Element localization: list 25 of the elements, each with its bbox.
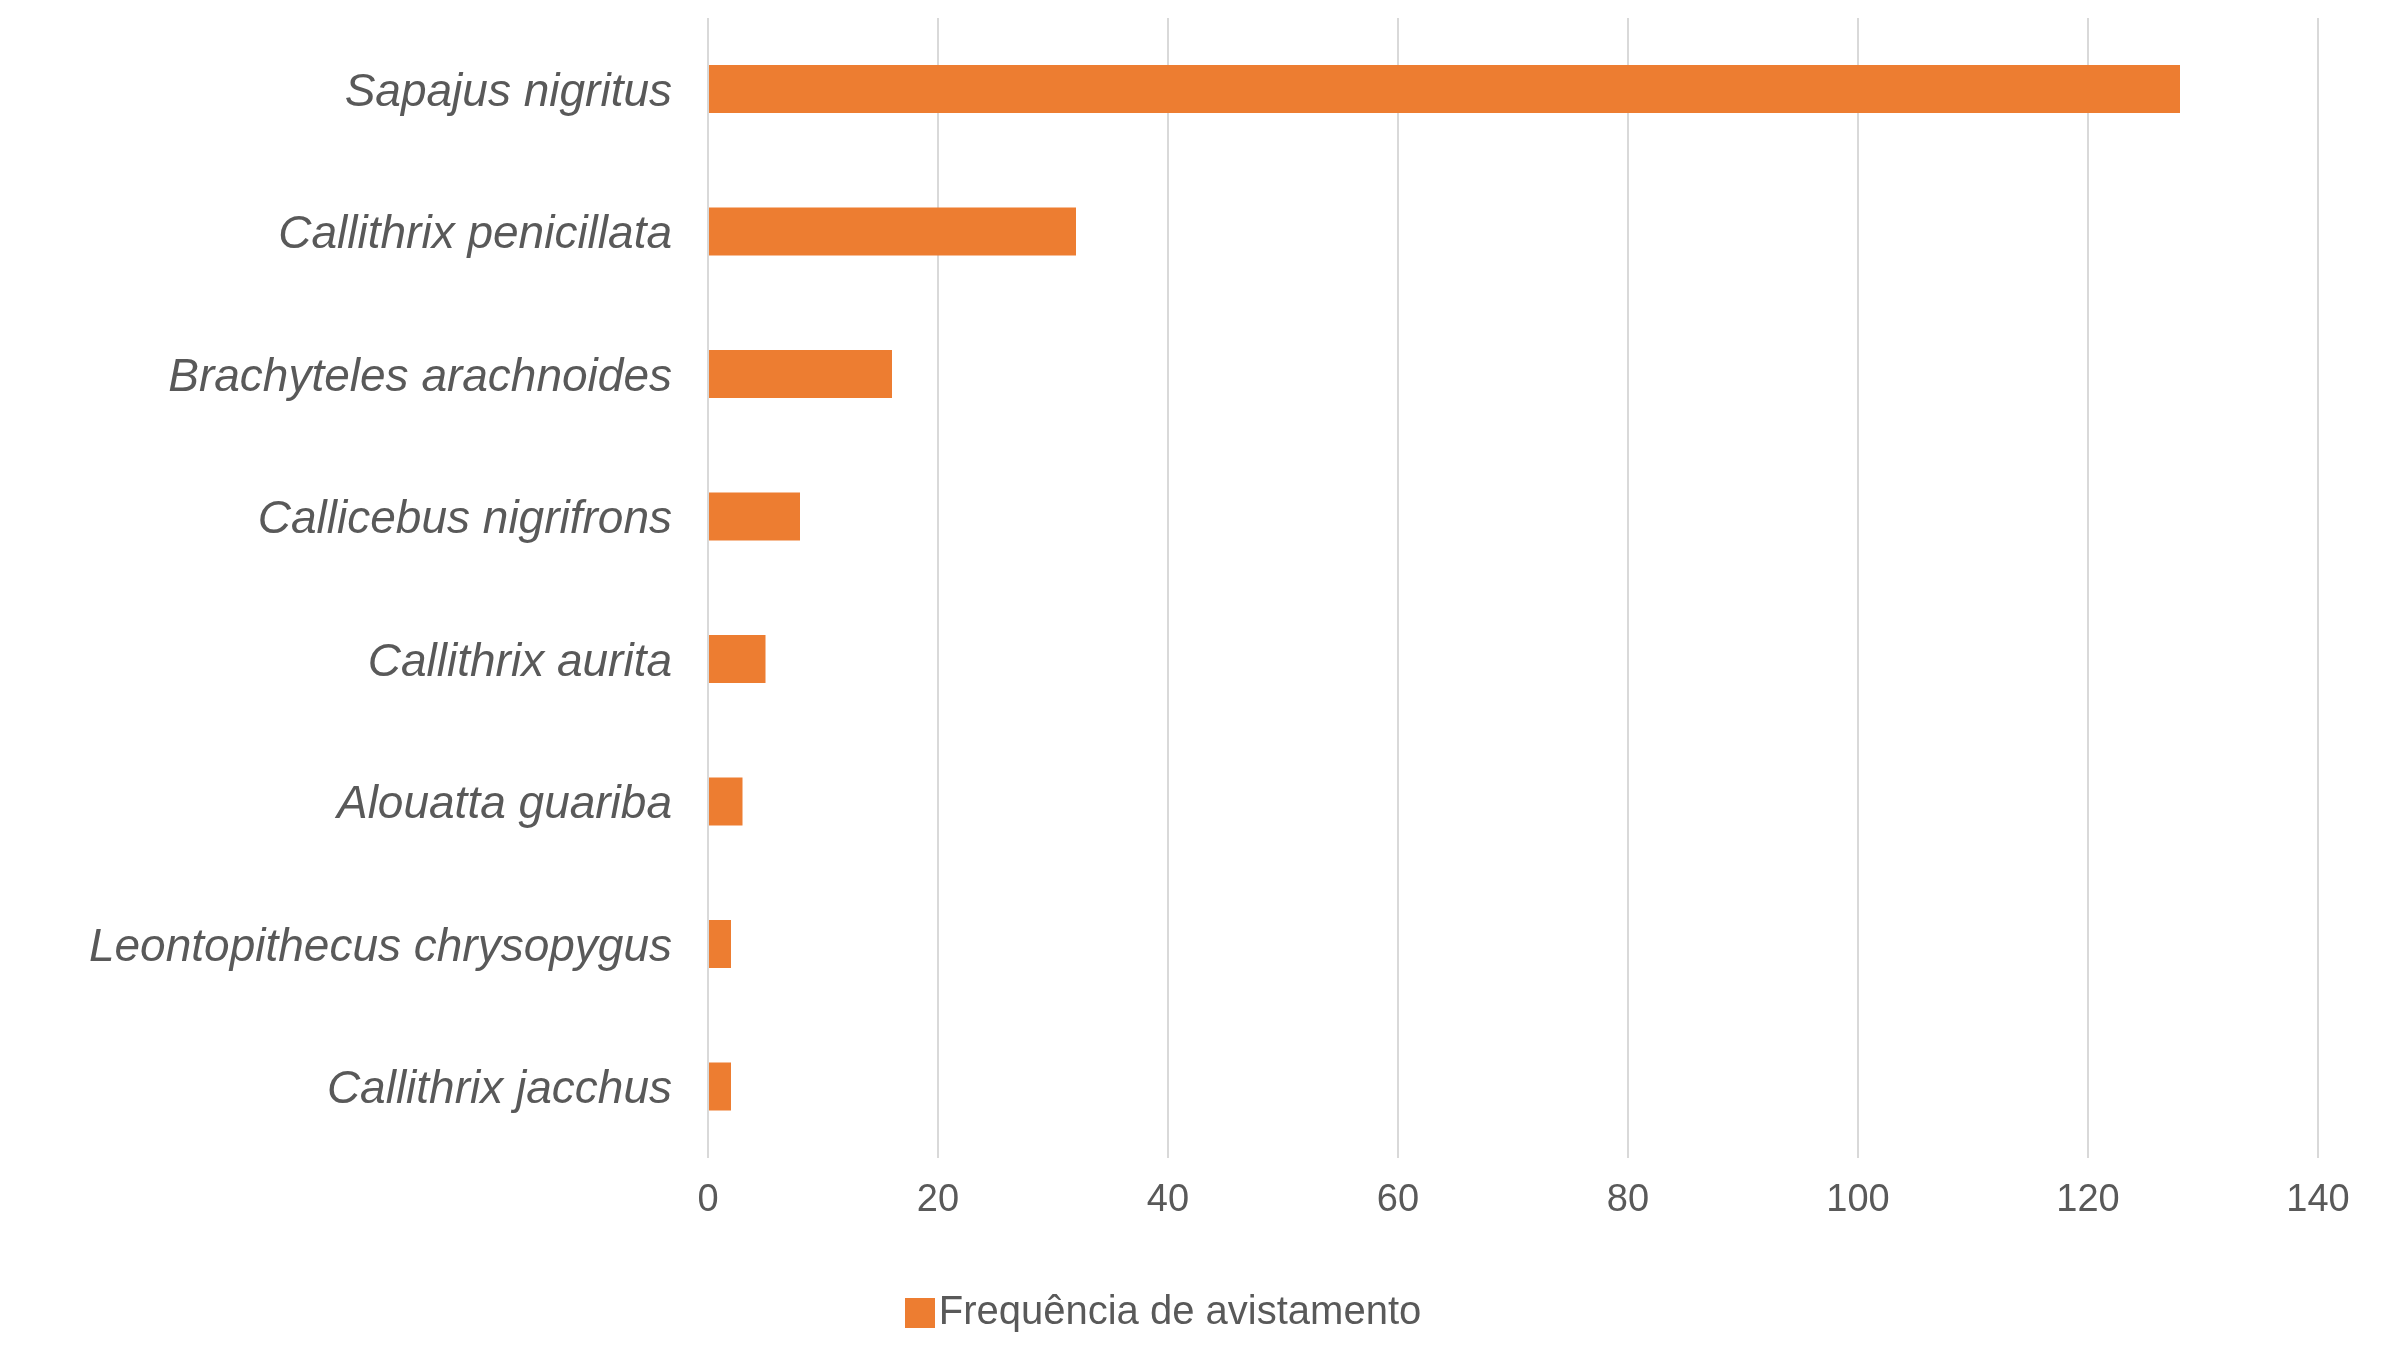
bar [708, 777, 743, 826]
y-tick-label: Callithrix aurita [367, 633, 672, 686]
bar [708, 920, 731, 969]
x-tick-label: 120 [2056, 1176, 2120, 1219]
bar [708, 635, 766, 684]
bar [708, 492, 800, 541]
y-tick-label: Alouatta guariba [333, 776, 672, 829]
x-tick-label: 0 [697, 1176, 719, 1219]
x-tick-label: 100 [1826, 1176, 1890, 1219]
y-tick-label: Brachyteles arachnoides [168, 348, 672, 401]
y-tick-label: Callithrix penicillata [278, 206, 672, 259]
bar [708, 207, 1076, 256]
x-tick-label: 60 [1376, 1176, 1420, 1219]
y-tick-label: Sapajus nigritus [344, 63, 672, 116]
legend-label: Frequência de avistamento [938, 1288, 1422, 1332]
x-tick-label: 80 [1606, 1176, 1650, 1219]
x-tick-label: 140 [2286, 1176, 2350, 1219]
bar [708, 65, 2180, 114]
y-tick-label: Callicebus nigrifrons [257, 491, 672, 544]
bar [708, 1062, 731, 1111]
y-tick-label: Callithrix jacchus [326, 1061, 672, 1114]
x-tick-label: 20 [916, 1176, 960, 1219]
x-tick-label: 40 [1146, 1176, 1190, 1219]
y-tick-label: Leontopithecus chrysopygus [88, 918, 672, 971]
bar [708, 350, 892, 399]
